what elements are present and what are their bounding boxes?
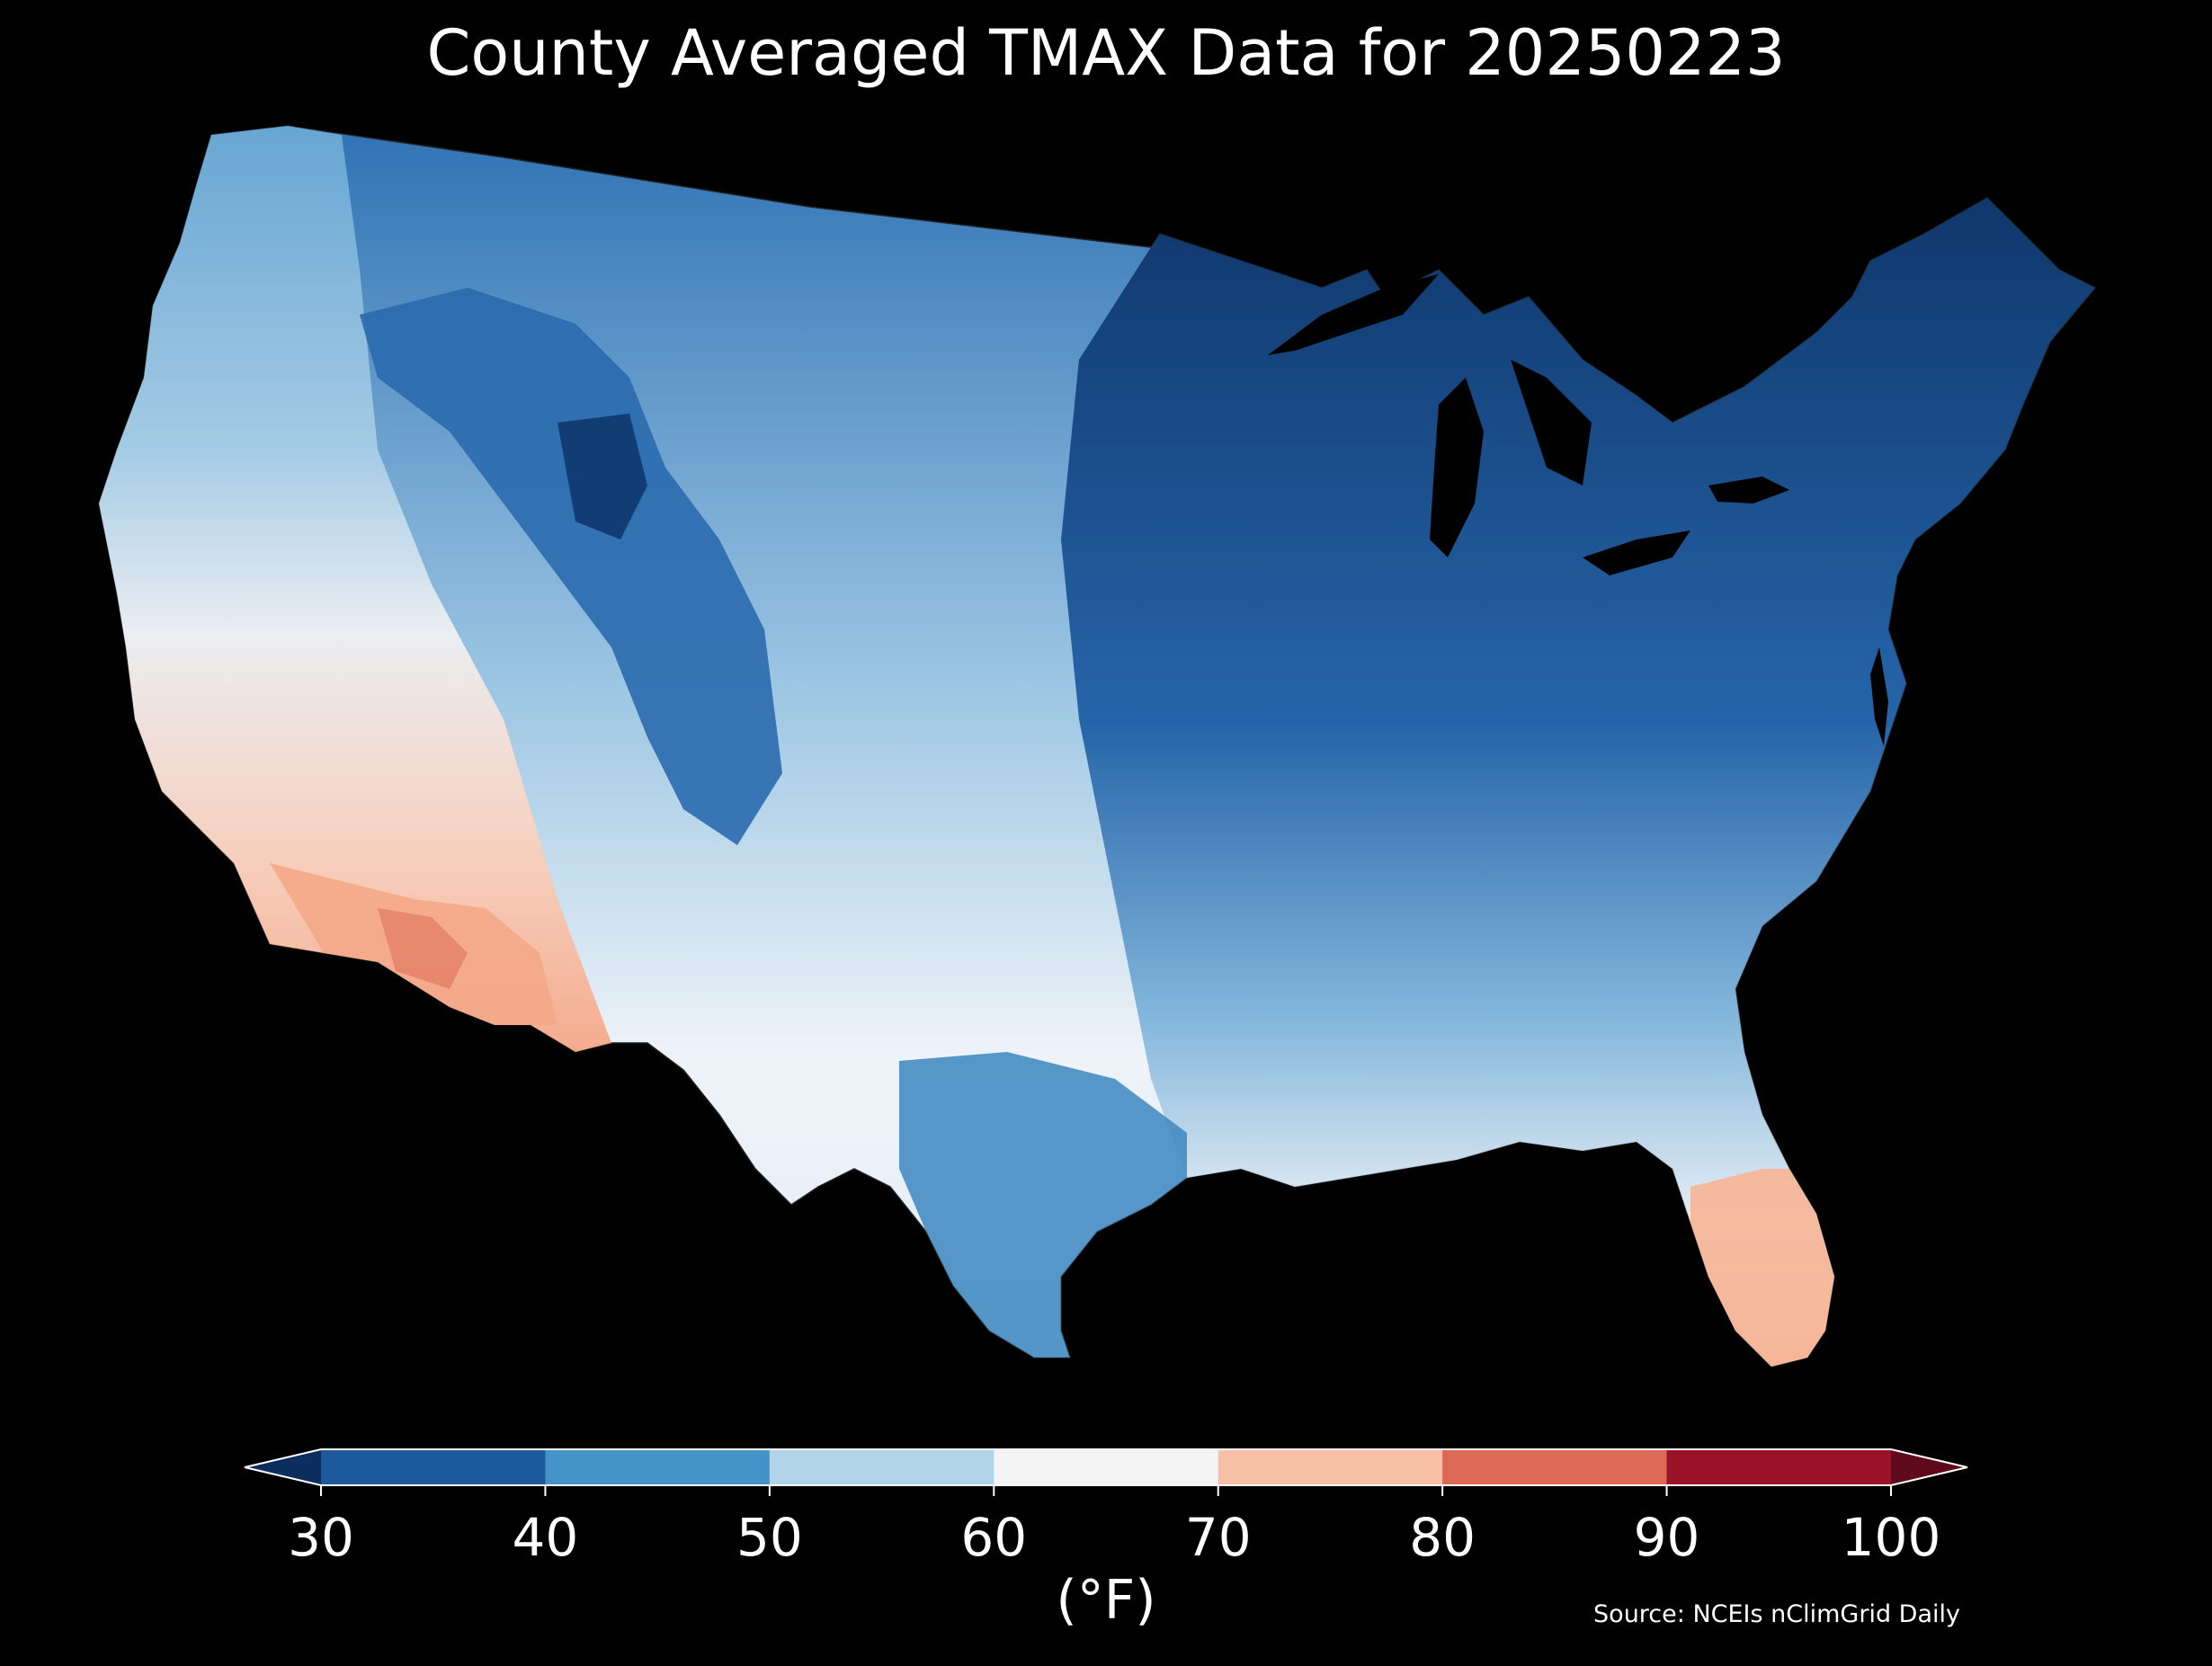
colorbar-tick-label: 100: [1842, 1507, 1941, 1568]
lake-huron: [1511, 360, 1592, 486]
colorbar-tick-label: 70: [1185, 1507, 1252, 1568]
colorbar-bin: [545, 1449, 771, 1485]
colorbar-tick-label: 60: [960, 1507, 1027, 1568]
lake-erie: [1583, 530, 1690, 575]
colorbar-bin: [321, 1449, 546, 1485]
colorbar-tick-label: 50: [736, 1507, 803, 1568]
colorbar-extend-under: [245, 1449, 321, 1485]
colorbar-extend-over: [1891, 1449, 1967, 1485]
region-texas-gulf: [899, 1052, 1187, 1358]
colorbar-bin: [994, 1449, 1219, 1485]
region-northern-rockies: [360, 288, 782, 845]
colorbar-bin: [1442, 1449, 1668, 1485]
colorbar-bin: [769, 1449, 995, 1485]
map-title: County Averaged TMAX Data for 20250223: [426, 16, 1786, 90]
source-credit: Source: NCEIs nClimGrid Daily: [1593, 1600, 1960, 1628]
region-florida: [1690, 1169, 1834, 1367]
colorbar-tick-label: 90: [1634, 1507, 1700, 1568]
colorbar-unit-label: (°F): [1056, 1569, 1156, 1632]
chesapeake-bay: [1870, 647, 1888, 746]
colorbar-tick-label: 30: [288, 1507, 354, 1568]
colorbar-bin: [1666, 1449, 1892, 1485]
colorbar-tick-label: 40: [513, 1507, 579, 1568]
region-east: [1061, 198, 2095, 1367]
region-wyoming-core: [557, 414, 647, 539]
lake-ontario: [1708, 477, 1789, 503]
region-arizona-hot: [378, 908, 468, 989]
colorbar-tick-label: 80: [1409, 1507, 1476, 1568]
lake-superior: [1268, 274, 1439, 355]
lake-michigan: [1430, 378, 1484, 557]
region-west: [99, 126, 611, 1052]
colorbar-bin: [1217, 1449, 1443, 1485]
